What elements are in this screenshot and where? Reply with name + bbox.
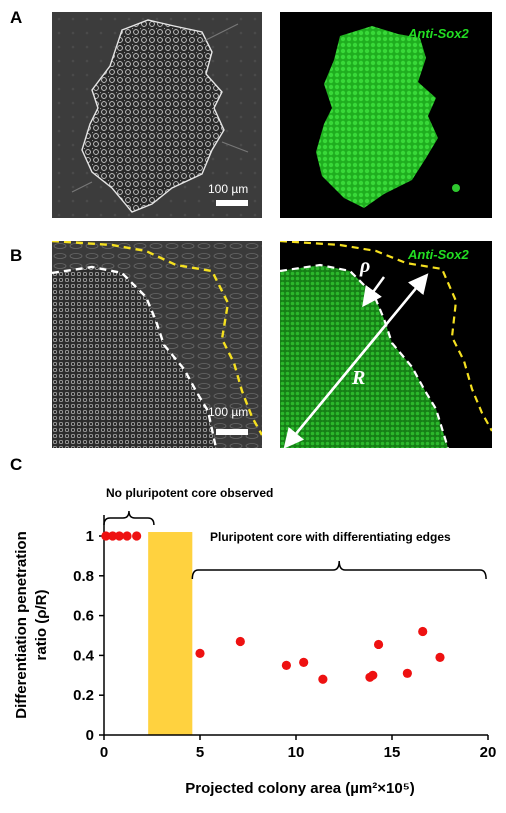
panel-a-label: A	[10, 8, 23, 27]
data-point	[368, 670, 378, 680]
data-point	[435, 652, 445, 662]
r-label: R	[352, 367, 366, 389]
x-tick-label: 10	[288, 744, 305, 761]
y-tick-label: 0	[86, 727, 94, 744]
panel-b-fluorescence-image: Anti-Sox2 ρ R	[280, 241, 492, 448]
scale-bar-text-a: 100 µm	[208, 182, 249, 196]
annotation-core-edges: Pluripotent core with differentiating ed…	[210, 530, 451, 544]
data-point	[281, 660, 291, 670]
stain-label-b: Anti-Sox2	[408, 247, 469, 262]
brace-right	[191, 560, 487, 580]
stain-label-a: Anti-Sox2	[408, 26, 469, 41]
rho-label: ρ	[360, 255, 371, 277]
brace-left	[103, 510, 155, 526]
panel-c-label: C	[10, 455, 23, 474]
y-tick-label: 0.2	[73, 687, 94, 704]
highlight-band	[148, 532, 193, 735]
data-point	[418, 626, 428, 637]
data-point	[402, 668, 412, 678]
x-tick-label: 0	[100, 744, 108, 761]
data-point	[114, 531, 124, 541]
y-tick-label: 1	[86, 528, 94, 545]
data-point	[132, 531, 142, 541]
panel-b-label: B	[10, 246, 23, 265]
y-tick-label: 0.6	[73, 608, 94, 625]
scale-bar-b	[216, 429, 248, 435]
x-axis-label: Projected colony area (µm²×10⁵)	[185, 780, 415, 797]
x-tick-label: 5	[196, 744, 204, 761]
data-point	[235, 636, 245, 647]
panel-a-fluorescence-image: Anti-Sox2	[280, 12, 492, 218]
data-point	[318, 674, 328, 684]
data-point	[122, 531, 132, 541]
scale-bar-text-b: 100 µm	[208, 405, 249, 419]
annotation-no-core: No pluripotent core observed	[106, 486, 273, 500]
y-axis-label: Differentiation penetration ratio (ρ/R)	[13, 531, 50, 719]
scale-bar-a	[216, 200, 248, 206]
y-tick-label: 0.8	[73, 568, 94, 585]
data-point	[195, 648, 205, 659]
data-point	[299, 657, 309, 667]
data-point	[101, 531, 111, 541]
data-point	[373, 639, 384, 650]
panel-a-phase-image: 100 µm	[52, 12, 262, 218]
y-axis-label-line-1: Differentiation penetration	[13, 531, 30, 719]
x-tick-label: 15	[384, 744, 401, 761]
panel-b-phase-image: 100 µm	[52, 241, 262, 448]
y-axis-label-line-2: ratio (ρ/R)	[33, 590, 50, 661]
y-tick-label: 0.4	[73, 647, 95, 664]
data-point	[108, 531, 118, 541]
x-tick-label: 20	[480, 744, 497, 761]
penetration-ratio-chart: 0 5 10 15 20 0 0.2 0.4 0.6 0.8 1 No pluripotent co…	[13, 486, 497, 797]
